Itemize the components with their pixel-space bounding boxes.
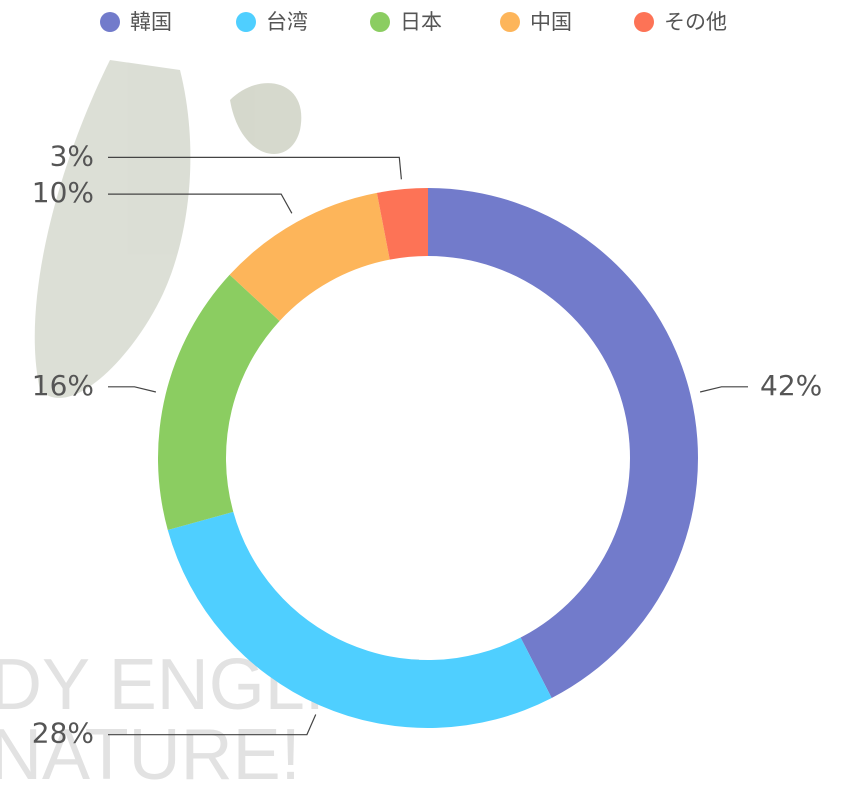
legend-marker — [370, 12, 390, 32]
background — [34, 60, 302, 398]
leader-line — [108, 386, 157, 393]
donut-slice — [167, 511, 552, 728]
legend-label: 中国 — [530, 10, 572, 34]
legend-label: 台湾 — [266, 10, 308, 34]
donut-slice — [157, 274, 280, 530]
bg-shape — [230, 83, 302, 154]
value-label: 3% — [50, 139, 94, 172]
watermark: NATURE! — [0, 715, 301, 791]
value-label: 10% — [32, 176, 94, 209]
value-label: 16% — [32, 369, 94, 402]
leader-line — [108, 193, 293, 214]
legend-marker — [100, 12, 120, 32]
legend-marker — [236, 12, 256, 32]
donut-slice — [376, 188, 428, 260]
leader-line — [108, 156, 402, 180]
legend-label: 韓国 — [130, 10, 172, 34]
legend-label: その他 — [664, 10, 727, 34]
leader-line — [699, 386, 748, 393]
legend-marker — [500, 12, 520, 32]
value-label: 42% — [760, 369, 822, 402]
bg-shape — [34, 60, 191, 398]
leader-line — [108, 714, 317, 736]
value-label: 28% — [32, 717, 94, 750]
donut-slice — [428, 187, 699, 698]
legend-label: 日本 — [400, 10, 442, 34]
donut-slice — [229, 192, 390, 321]
legend-marker — [634, 12, 654, 32]
